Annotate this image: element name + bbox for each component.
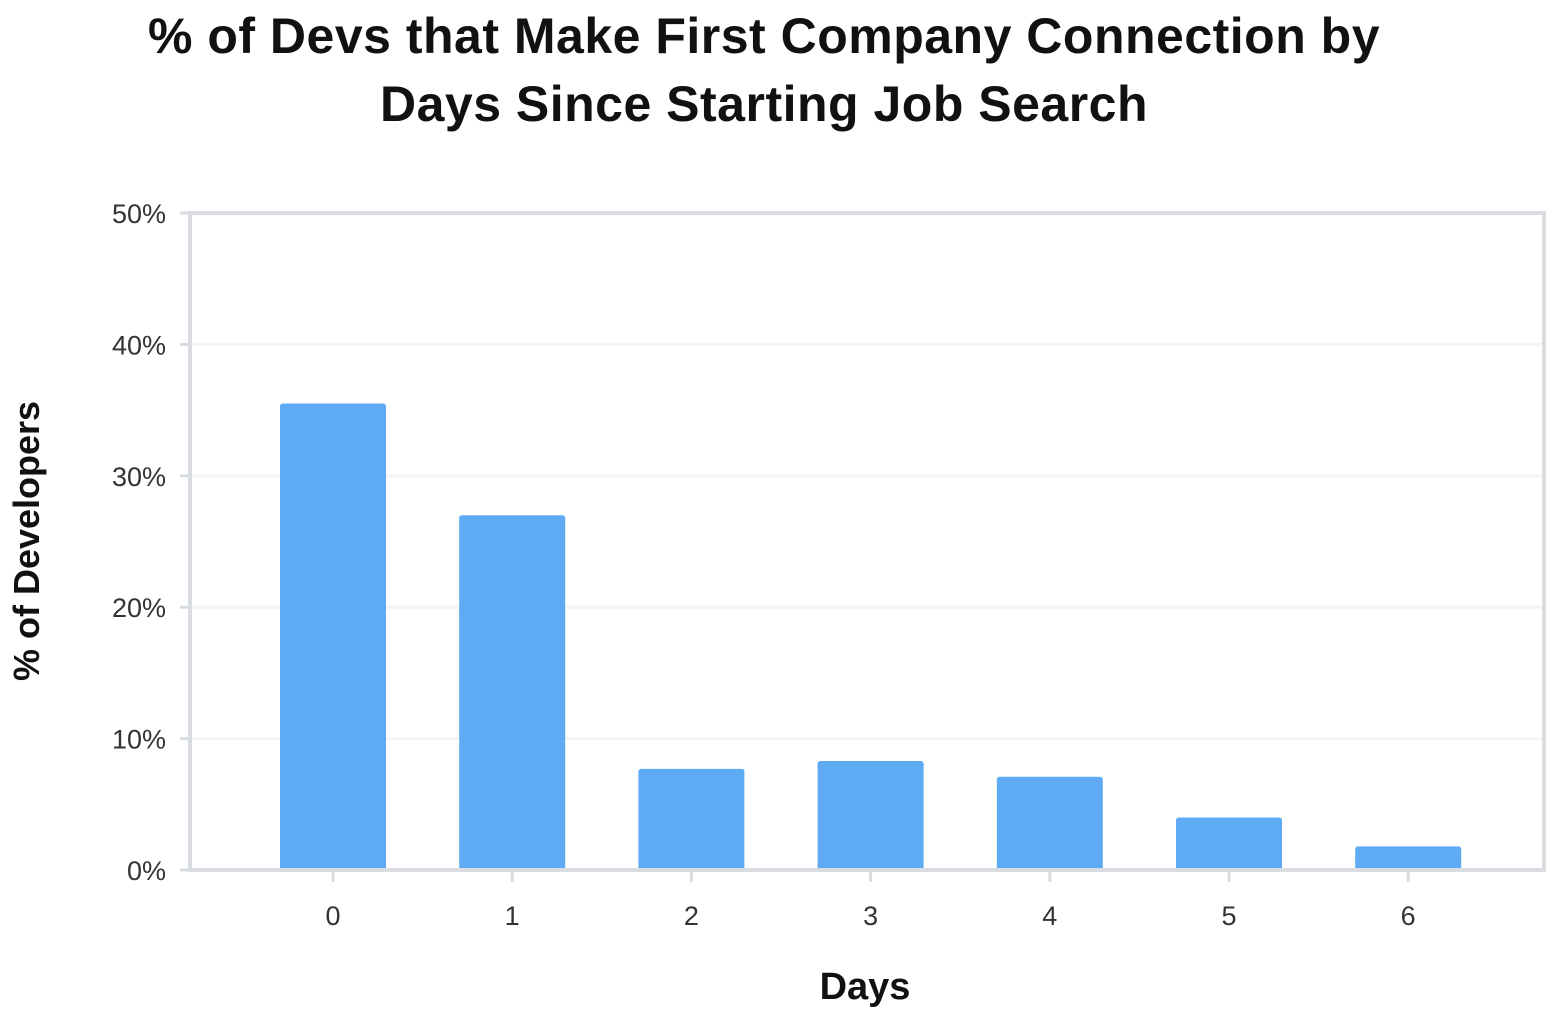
x-tick-label-6: 6 bbox=[1401, 901, 1416, 931]
x-tick-label-1: 1 bbox=[505, 901, 520, 931]
bar-day-6 bbox=[1355, 846, 1462, 870]
plot-frame bbox=[188, 211, 1546, 872]
bar-day-2 bbox=[638, 768, 745, 870]
y-tick-label-10: 10% bbox=[112, 725, 166, 755]
x-tick-label-0: 0 bbox=[325, 901, 340, 931]
axes bbox=[188, 211, 1546, 872]
gridlines bbox=[190, 342, 1544, 741]
bar-day-4 bbox=[996, 776, 1103, 870]
y-tick-label-30: 30% bbox=[112, 462, 166, 492]
bar-day-0 bbox=[280, 403, 386, 870]
y-tick-label-20: 20% bbox=[112, 593, 166, 623]
x-tick-label-2: 2 bbox=[684, 901, 699, 931]
x-tick-label-5: 5 bbox=[1221, 901, 1236, 931]
bar-day-5 bbox=[1176, 817, 1282, 870]
chart-title-line-2: Days Since Starting Job Search bbox=[379, 76, 1149, 132]
y-tick-label-0: 0% bbox=[127, 856, 166, 886]
bar-day-1 bbox=[459, 515, 566, 870]
x-axis-label: Days bbox=[819, 966, 911, 1008]
chart-title-line-1: % of Devs that Make First Company Connec… bbox=[147, 8, 1381, 64]
x-ticks: 0 1 2 3 4 5 6 bbox=[325, 870, 1416, 931]
x-tick-label-4: 4 bbox=[1042, 901, 1057, 931]
bars bbox=[280, 403, 1462, 870]
y-ticks: 0% 10% 20% 30% 40% 50% bbox=[112, 199, 190, 886]
y-tick-label-40: 40% bbox=[112, 330, 166, 360]
y-tick-label-50: 50% bbox=[112, 199, 166, 229]
x-tick-label-3: 3 bbox=[863, 901, 878, 931]
bar-day-3 bbox=[817, 760, 924, 870]
